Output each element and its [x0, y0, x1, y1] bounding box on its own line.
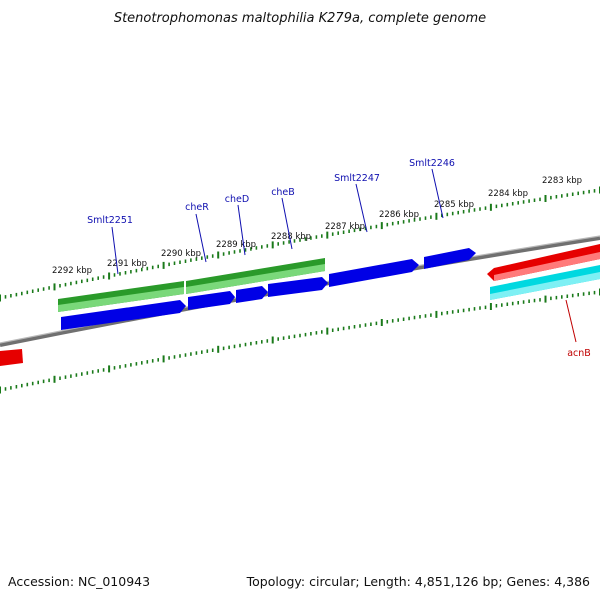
gene-arrow-blue — [268, 277, 328, 297]
leader-smlt2247 — [355, 183, 368, 233]
tick-label: 2283 kbp — [542, 176, 582, 186]
upper-tick-band — [0, 186, 600, 302]
gene-label-acnb: acnB — [567, 348, 591, 359]
tick-label: 2284 kbp — [488, 189, 528, 199]
tick-label: 2291 kbp — [107, 259, 147, 269]
leader-smlt2251 — [111, 226, 119, 275]
summary-text: Topology: circular; Length: 4,851,126 bp… — [246, 574, 590, 589]
gene-arrow-blue — [424, 248, 476, 269]
gene-arrow-red — [0, 349, 23, 366]
tick-label: 2286 kbp — [379, 210, 419, 220]
gene-labels: Smlt2251 cheR cheD cheB Smlt2247 Smlt224… — [87, 158, 591, 359]
gene-arrow-green-shade — [58, 287, 184, 312]
tick-labels: 2292 kbp 2291 kbp 2290 kbp 2289 kbp 2288… — [52, 176, 582, 276]
accession-text: Accession: NC_010943 — [8, 574, 150, 589]
gene-label-smlt2247: Smlt2247 — [334, 173, 380, 184]
map-title: Stenotrophomonas maltophilia K279a, comp… — [114, 11, 486, 26]
leader-ched — [237, 204, 246, 256]
gene-label-cheb: cheB — [271, 187, 295, 198]
lower-tick-band — [0, 288, 600, 394]
gene-label-smlt2246: Smlt2246 — [409, 158, 455, 169]
tick-label: 2290 kbp — [161, 249, 201, 259]
gene-arrow-red-shade — [494, 252, 600, 281]
leader-cheb — [281, 197, 293, 250]
gene-arrow-blue — [329, 259, 419, 287]
gene-label-smlt2251: Smlt2251 — [87, 215, 133, 226]
gene-arrow-green-shade — [186, 264, 325, 294]
tick-label: 2285 kbp — [434, 200, 474, 210]
reverse-cds-track — [58, 258, 325, 312]
tick-label: 2292 kbp — [52, 266, 92, 276]
gene-arrow-blue — [236, 286, 268, 303]
tick-label: 2289 kbp — [216, 240, 256, 250]
tick-label: 2287 kbp — [325, 222, 365, 232]
gene-arrow-blue — [61, 300, 186, 330]
leader-acnb — [565, 299, 577, 343]
rna-track — [0, 244, 600, 366]
leader-cher — [195, 213, 207, 263]
gene-leader-lines — [111, 168, 577, 343]
tick-label: 2288 kbp — [271, 232, 311, 242]
gene-arrow-blue — [188, 291, 235, 310]
leader-smlt2246 — [431, 168, 444, 219]
forward-cds-track — [61, 248, 476, 330]
gene-label-ched: cheD — [225, 194, 249, 205]
gene-label-cher: cheR — [185, 202, 209, 213]
gene-arrow-cyan-shade — [490, 272, 600, 300]
